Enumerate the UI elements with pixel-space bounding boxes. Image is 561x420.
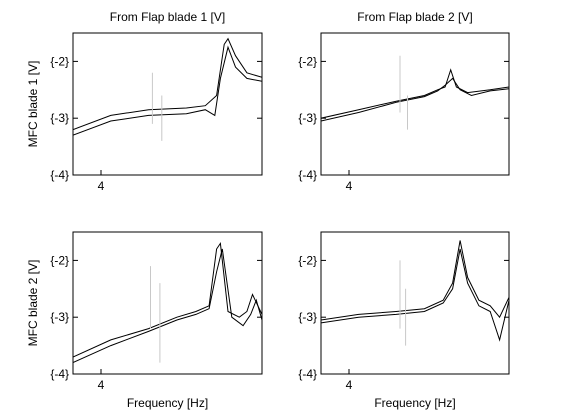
series-line-3 bbox=[399, 55, 408, 130]
subplot-3: {-4} {-3} {-2} 4 MFC blade 2 [V] Frequency [H… bbox=[26, 231, 263, 410]
series-line-2 bbox=[73, 45, 262, 136]
plot-frame bbox=[72, 231, 263, 375]
y-tick-label: {-2} bbox=[298, 253, 317, 267]
x-axis-label: Frequency [Hz] bbox=[127, 396, 208, 410]
subplot-1: {-4} {-3} {-2} 4 From Flap blade 1 [V] MFC bl… bbox=[26, 10, 263, 193]
y-axis-label: MFC blade 2 [V] bbox=[26, 260, 40, 347]
y-tick-label: {-3} bbox=[298, 310, 317, 324]
y-tick-label: {-3} bbox=[50, 310, 69, 324]
x-tick-label: 4 bbox=[98, 179, 105, 193]
series-line-2 bbox=[321, 248, 509, 342]
series-line-3 bbox=[150, 266, 161, 363]
subplot-title: From Flap blade 1 [V] bbox=[110, 10, 225, 24]
series-line-1 bbox=[73, 241, 262, 358]
y-axis-label: MFC blade 1 [V] bbox=[26, 61, 40, 148]
subplot-2: {-4} {-3} {-2} 4 From Flap blade 2 [V] bbox=[298, 10, 510, 193]
x-tick-label: 4 bbox=[346, 378, 353, 392]
y-tick-label: {-4} bbox=[298, 367, 317, 381]
plot-frame bbox=[320, 231, 510, 375]
series-line-2 bbox=[73, 248, 262, 364]
y-tick-label: {-4} bbox=[298, 168, 317, 182]
x-axis-label: Frequency [Hz] bbox=[374, 396, 455, 410]
subplot-4: {-4} {-3} {-2} 4 Frequency [Hz] bbox=[298, 231, 510, 410]
series-line-1 bbox=[321, 68, 509, 119]
series-line-2 bbox=[321, 77, 509, 122]
plot-frame bbox=[320, 32, 510, 176]
x-tick-label: 4 bbox=[346, 179, 353, 193]
series-line-1 bbox=[73, 37, 262, 131]
y-tick-label: {-3} bbox=[50, 111, 69, 125]
y-tick-label: {-2} bbox=[50, 54, 69, 68]
y-tick-label: {-4} bbox=[50, 367, 69, 381]
x-tick-label: 4 bbox=[98, 378, 105, 392]
plot-frame bbox=[72, 32, 263, 176]
y-tick-label: {-4} bbox=[50, 168, 69, 182]
y-tick-label: {-3} bbox=[298, 111, 317, 125]
y-tick-label: {-2} bbox=[298, 54, 317, 68]
y-tick-label: {-2} bbox=[50, 253, 69, 267]
subplot-title: From Flap blade 2 [V] bbox=[357, 10, 472, 24]
series-line-3 bbox=[151, 72, 163, 141]
series-line-1 bbox=[321, 240, 509, 321]
series-line-3 bbox=[399, 260, 407, 346]
